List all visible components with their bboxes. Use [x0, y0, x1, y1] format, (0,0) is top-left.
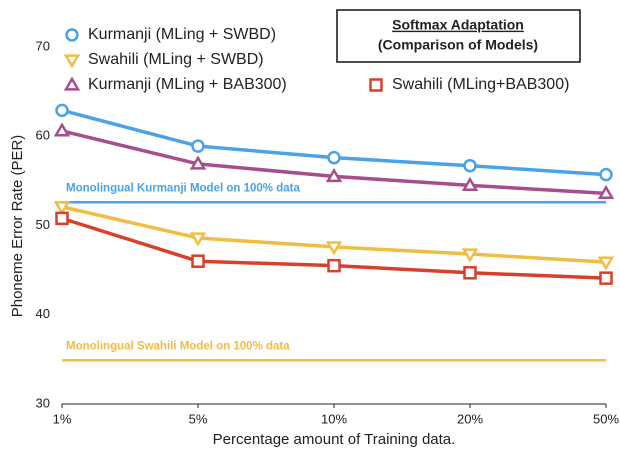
y-tick-label: 70 — [36, 38, 50, 53]
title-box — [336, 9, 581, 63]
point — [325, 241, 343, 256]
point — [599, 167, 613, 182]
point — [55, 211, 69, 226]
point — [191, 254, 205, 268]
x-tick-label: 1% — [53, 411, 72, 426]
y-tick-label: 30 — [36, 395, 50, 410]
point — [189, 232, 207, 247]
x-tick-label: 50% — [593, 411, 619, 426]
legend-label: Kurmanji (MLing + BAB300) — [88, 76, 287, 93]
legend-marker — [63, 76, 81, 91]
point — [461, 176, 479, 191]
point — [325, 167, 343, 183]
point — [55, 103, 69, 118]
point — [461, 248, 479, 263]
legend-marker — [65, 28, 79, 42]
legend-label: Swahili (MLing + SWBD) — [88, 51, 264, 68]
reference-label: Monolingual Kurmanji Model on 100% data — [66, 182, 300, 194]
point — [597, 256, 615, 271]
x-tick-label: 20% — [457, 411, 483, 426]
point — [597, 184, 615, 200]
point — [463, 266, 477, 280]
y-tick-label: 50 — [36, 217, 50, 232]
legend-marker — [369, 78, 383, 92]
point — [53, 122, 71, 137]
point — [327, 150, 341, 165]
point — [191, 139, 205, 153]
point — [189, 155, 207, 170]
point — [599, 271, 613, 285]
point — [53, 201, 71, 216]
y-tick-label: 40 — [36, 306, 50, 321]
chart-subtitle: (Comparison of Models) — [378, 37, 538, 53]
point — [463, 158, 477, 173]
point — [327, 258, 341, 273]
x-axis-label: Percentage amount of Training data. — [213, 431, 456, 448]
y-tick-label: 60 — [36, 128, 50, 143]
y-axis-label: Phoneme Error Rate (PER) — [9, 135, 26, 318]
chart-title: Softmax Adaptation — [392, 17, 524, 33]
x-tick-label: 10% — [321, 411, 347, 426]
legend-marker — [63, 54, 81, 69]
legend-label: Swahili (MLing+BAB300) — [392, 76, 569, 93]
x-tick-label: 5% — [189, 411, 208, 426]
series-line — [61, 108, 607, 177]
legend-label: Kurmanji (MLing + SWBD) — [88, 26, 276, 43]
reference-label: Monolingual Swahili Model on 100% data — [66, 340, 290, 352]
